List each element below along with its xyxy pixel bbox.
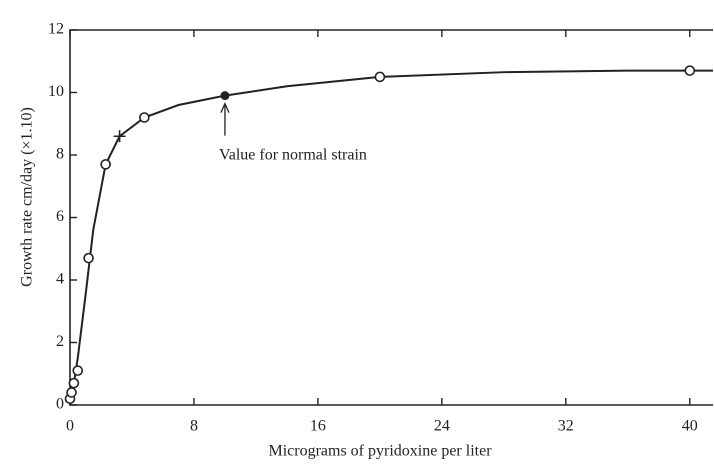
x-axis-label: Micrograms of pyridoxine per liter xyxy=(268,443,492,460)
data-point xyxy=(66,387,77,398)
data-point xyxy=(139,112,150,123)
plus-point xyxy=(113,130,126,143)
y-tick-label: 6 xyxy=(56,208,64,225)
axis-frame xyxy=(69,29,713,406)
x-tick-label: 24 xyxy=(434,418,450,435)
fit-curve xyxy=(69,69,713,406)
annotation: Value for normal strain xyxy=(219,146,367,163)
x-tick-label: 16 xyxy=(310,418,326,435)
y-tick-label: 0 xyxy=(56,396,64,413)
y-axis-label: Growth rate cm/day (×1.10) xyxy=(19,107,36,287)
y-tick-label: 10 xyxy=(48,83,64,100)
normal-strain-point xyxy=(220,91,230,101)
data-point xyxy=(72,365,84,376)
y-tick-label: 8 xyxy=(56,146,64,163)
y-tick-label: 2 xyxy=(56,333,64,350)
data-point xyxy=(68,377,80,389)
x-tick-label: 0 xyxy=(66,418,74,435)
x-tick-label: 32 xyxy=(558,418,574,435)
data-point xyxy=(83,252,94,264)
x-tick-label: 40 xyxy=(682,418,698,435)
data-point xyxy=(374,71,386,83)
annotation-arrowhead xyxy=(220,102,230,113)
data-point xyxy=(100,159,111,170)
y-tick-label: 4 xyxy=(56,271,64,288)
data-point xyxy=(684,65,696,76)
x-tick-label: 8 xyxy=(190,418,198,435)
y-tick-label: 12 xyxy=(48,21,64,38)
